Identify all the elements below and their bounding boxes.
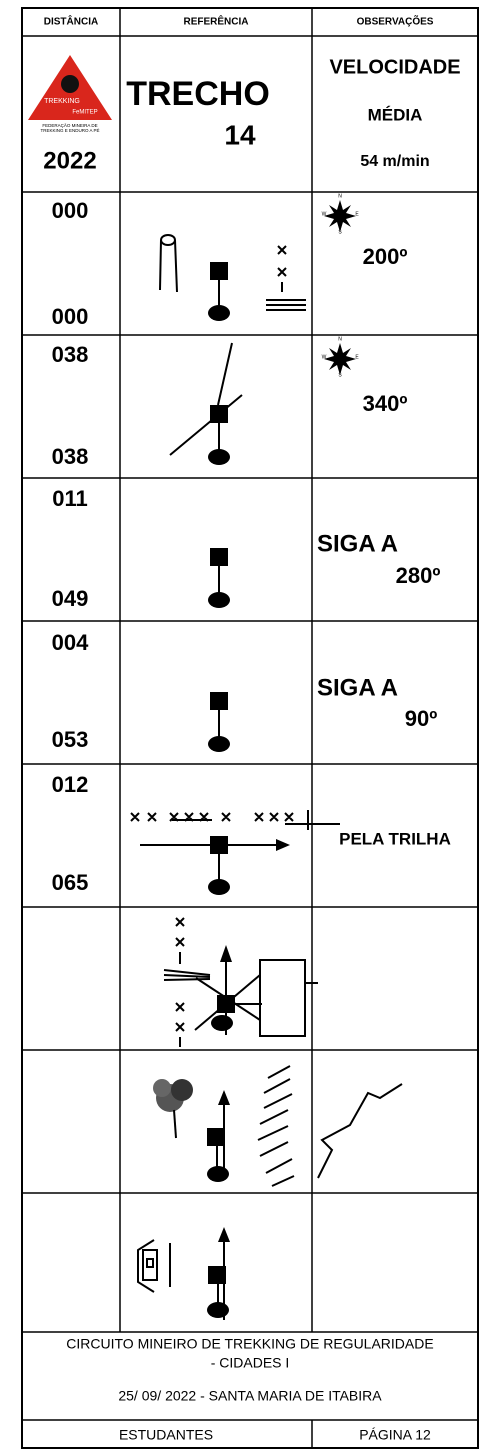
footer-line: - CIDADES I (211, 1355, 290, 1371)
reference-diagram (153, 1065, 403, 1187)
compass-e: E (355, 354, 359, 360)
total-distance: 000 (52, 304, 89, 329)
partial-distance: 038 (52, 342, 89, 367)
partial-distance: 011 (52, 486, 88, 511)
total-distance: 049 (52, 586, 89, 611)
speed-line: VELOCIDADE (329, 56, 460, 78)
compass: N S W E (322, 336, 360, 378)
azimuth: 280º (396, 563, 441, 588)
distances: 000 000 038 038 011 049 004 053 012 065 (52, 198, 89, 895)
reference-diagram (208, 548, 230, 608)
instruction: SIGA A (317, 530, 398, 557)
partial-distance: 004 (52, 630, 89, 655)
compass-s: S (338, 372, 342, 378)
total-distance: 038 (52, 444, 89, 469)
compass: N S W E (322, 193, 360, 235)
logo-line2: TREKKING E ENDURO A PÉ (40, 127, 99, 133)
azimuth: 340º (363, 391, 408, 416)
compass-w: W (322, 354, 327, 360)
section-title: TRECHO (126, 75, 270, 113)
compass-s: S (338, 229, 342, 235)
instruction: PELA TRILHA (339, 829, 451, 848)
footer-line: CIRCUITO MINEIRO DE TREKKING DE REGULARI… (66, 1336, 433, 1352)
reference-diagram (130, 810, 340, 895)
page-number: PÁGINA 12 (359, 1427, 431, 1443)
azimuth: 90º (405, 706, 438, 731)
reference-diagram (137, 1227, 230, 1320)
header-distance: DISTÂNCIA (44, 15, 98, 28)
total-distance: 053 (52, 727, 89, 752)
team: ESTUDANTES (119, 1427, 213, 1443)
logo-line1: FEDERAÇÃO MINEIRA DE (42, 122, 97, 128)
logo: TREKKING FeMITEP FEDERAÇÃO MINEIRA DE TR… (28, 55, 112, 133)
reference-diagram (159, 234, 306, 321)
year: 2022 (43, 147, 96, 174)
compass-w: W (322, 211, 327, 217)
instruction: SIGA A (317, 674, 398, 701)
logo-org: FeMITEP (72, 110, 97, 116)
reference-diagram (208, 692, 230, 752)
section-number: 14 (224, 119, 256, 150)
header-reference: REFERÊNCIA (183, 15, 248, 28)
compass-e: E (355, 211, 359, 217)
partial-distance: 000 (52, 198, 89, 223)
speed-line: MÉDIA (368, 105, 423, 124)
table-grid (21, 7, 479, 1449)
partial-distance: 012 (52, 772, 89, 797)
footer-line: 25/ 09/ 2022 - SANTA MARIA DE ITABIRA (118, 1388, 382, 1404)
total-distance: 065 (52, 870, 89, 895)
compass-n: N (338, 193, 342, 199)
header-observations: OBSERVAÇÕES (357, 15, 434, 28)
speed-value: 54 m/min (360, 153, 429, 170)
compass-n: N (338, 336, 342, 342)
azimuth: 200º (363, 244, 408, 269)
logo-name: TREKKING (44, 98, 80, 105)
reference-diagram (169, 342, 243, 465)
reference-diagram (163, 917, 318, 1047)
